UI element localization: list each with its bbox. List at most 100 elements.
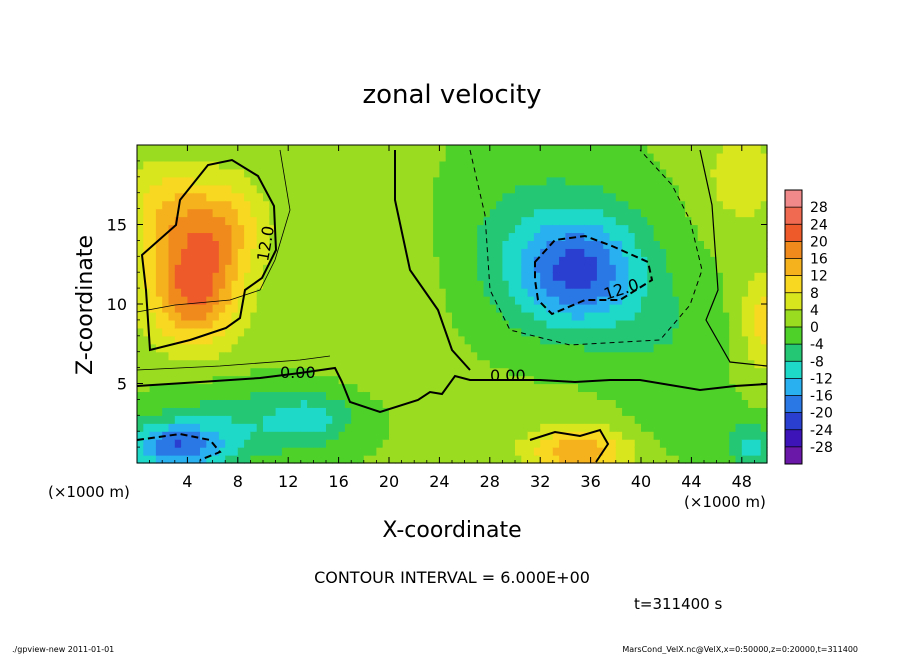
heatmap-cell: [477, 311, 485, 321]
heatmap-cell: [244, 351, 251, 361]
heatmap-cell: [407, 200, 415, 210]
heatmap-cell: [685, 168, 692, 178]
heatmap-cell: [357, 335, 365, 345]
heatmap-cell: [288, 415, 296, 424]
heatmap-cell: [685, 407, 692, 416]
heatmap-cell: [697, 311, 705, 321]
heatmap-cell: [168, 447, 176, 456]
heatmap-cell: [515, 256, 522, 265]
heatmap-cell: [407, 399, 415, 408]
heatmap-cell: [231, 184, 239, 194]
heatmap-cell: [187, 256, 195, 265]
heatmap-cell: [552, 343, 560, 353]
heatmap-cell: [603, 415, 611, 424]
heatmap-cell: [250, 407, 258, 416]
heatmap-cell: [200, 399, 207, 408]
heatmap-cell: [527, 391, 535, 400]
heatmap-cell: [659, 288, 667, 297]
heatmap-cell: [685, 145, 692, 154]
heatmap-cell: [168, 415, 176, 424]
heatmap-cell: [508, 439, 516, 448]
heatmap-cell: [351, 208, 359, 218]
heatmap-cell: [370, 280, 377, 289]
heatmap-cell: [275, 335, 283, 345]
heatmap-cell: [565, 145, 573, 154]
heatmap-cell: [659, 359, 667, 369]
heatmap-cell: [155, 407, 163, 416]
heatmap-cell: [666, 415, 674, 424]
heatmap-cell: [464, 248, 472, 257]
heatmap-cell: [552, 288, 560, 297]
heatmap-cell: [521, 343, 529, 353]
heatmap-cell: [628, 439, 636, 448]
heatmap-cell: [187, 240, 195, 249]
heatmap-cell: [370, 399, 377, 408]
heatmap-cell: [710, 176, 718, 186]
heatmap-cell: [641, 431, 648, 440]
heatmap-cell: [332, 168, 340, 178]
heatmap-cell: [521, 168, 529, 178]
heatmap-cell: [552, 184, 560, 194]
heatmap-cell: [748, 343, 755, 353]
heatmap-cell: [704, 176, 711, 186]
heatmap-cell: [401, 367, 409, 377]
heatmap-cell: [357, 319, 365, 329]
heatmap-cell: [181, 455, 188, 464]
heatmap-cell: [433, 391, 440, 400]
heatmap-cell: [200, 264, 207, 273]
heatmap-cell: [464, 311, 472, 321]
heatmap-cell: [735, 359, 743, 369]
heatmap-cell: [754, 192, 762, 202]
heatmap-cell: [143, 280, 151, 289]
heatmap-cell: [395, 383, 403, 393]
heatmap-cell: [389, 168, 396, 178]
heatmap-cell: [622, 343, 629, 353]
heatmap-cell: [162, 431, 170, 440]
heatmap-cell: [754, 319, 762, 329]
heatmap-cell: [622, 391, 629, 400]
heatmap-cell: [439, 232, 447, 241]
heatmap-cell: [426, 391, 434, 400]
heatmap-cell: [729, 280, 737, 289]
heatmap-cell: [489, 248, 497, 257]
heatmap-cell: [590, 359, 598, 369]
heatmap-cell: [344, 176, 352, 186]
heatmap-cell: [653, 431, 661, 440]
heatmap-cell: [256, 343, 264, 353]
heatmap-cell: [515, 319, 522, 329]
heatmap-cell: [420, 280, 428, 289]
heatmap-cell: [332, 232, 340, 241]
heatmap-cell: [445, 168, 453, 178]
heatmap-cell: [672, 192, 680, 202]
heatmap-cell: [433, 208, 440, 218]
heatmap-cell: [571, 391, 579, 400]
heatmap-cell: [609, 240, 617, 249]
heatmap-cell: [716, 431, 724, 440]
heatmap-cell: [653, 192, 661, 202]
heatmap-cell: [225, 319, 233, 329]
heatmap-cell: [559, 192, 566, 202]
heatmap-cell: [187, 264, 195, 273]
heatmap-cell: [458, 224, 466, 234]
heatmap-cell: [212, 272, 220, 281]
heatmap-cell: [672, 264, 680, 273]
heatmap-cell: [678, 264, 686, 273]
heatmap-cell: [571, 208, 579, 218]
heatmap-cell: [351, 248, 359, 257]
heatmap-cell: [464, 407, 472, 416]
heatmap-cell: [704, 455, 711, 464]
heatmap-cell: [615, 160, 623, 170]
heatmap-cell: [294, 311, 302, 321]
heatmap-cell: [496, 280, 503, 289]
heatmap-cell: [250, 423, 258, 432]
heatmap-cell: [137, 455, 144, 464]
heatmap-cell: [729, 264, 737, 273]
heatmap-cell: [181, 145, 188, 154]
colorbar-swatch: [785, 361, 802, 379]
heatmap-cell: [634, 304, 642, 313]
heatmap-cell: [515, 152, 522, 162]
heatmap-cell: [578, 288, 585, 297]
heatmap-cell: [162, 367, 170, 377]
heatmap-cell: [559, 304, 566, 313]
heatmap-cell: [370, 216, 377, 226]
